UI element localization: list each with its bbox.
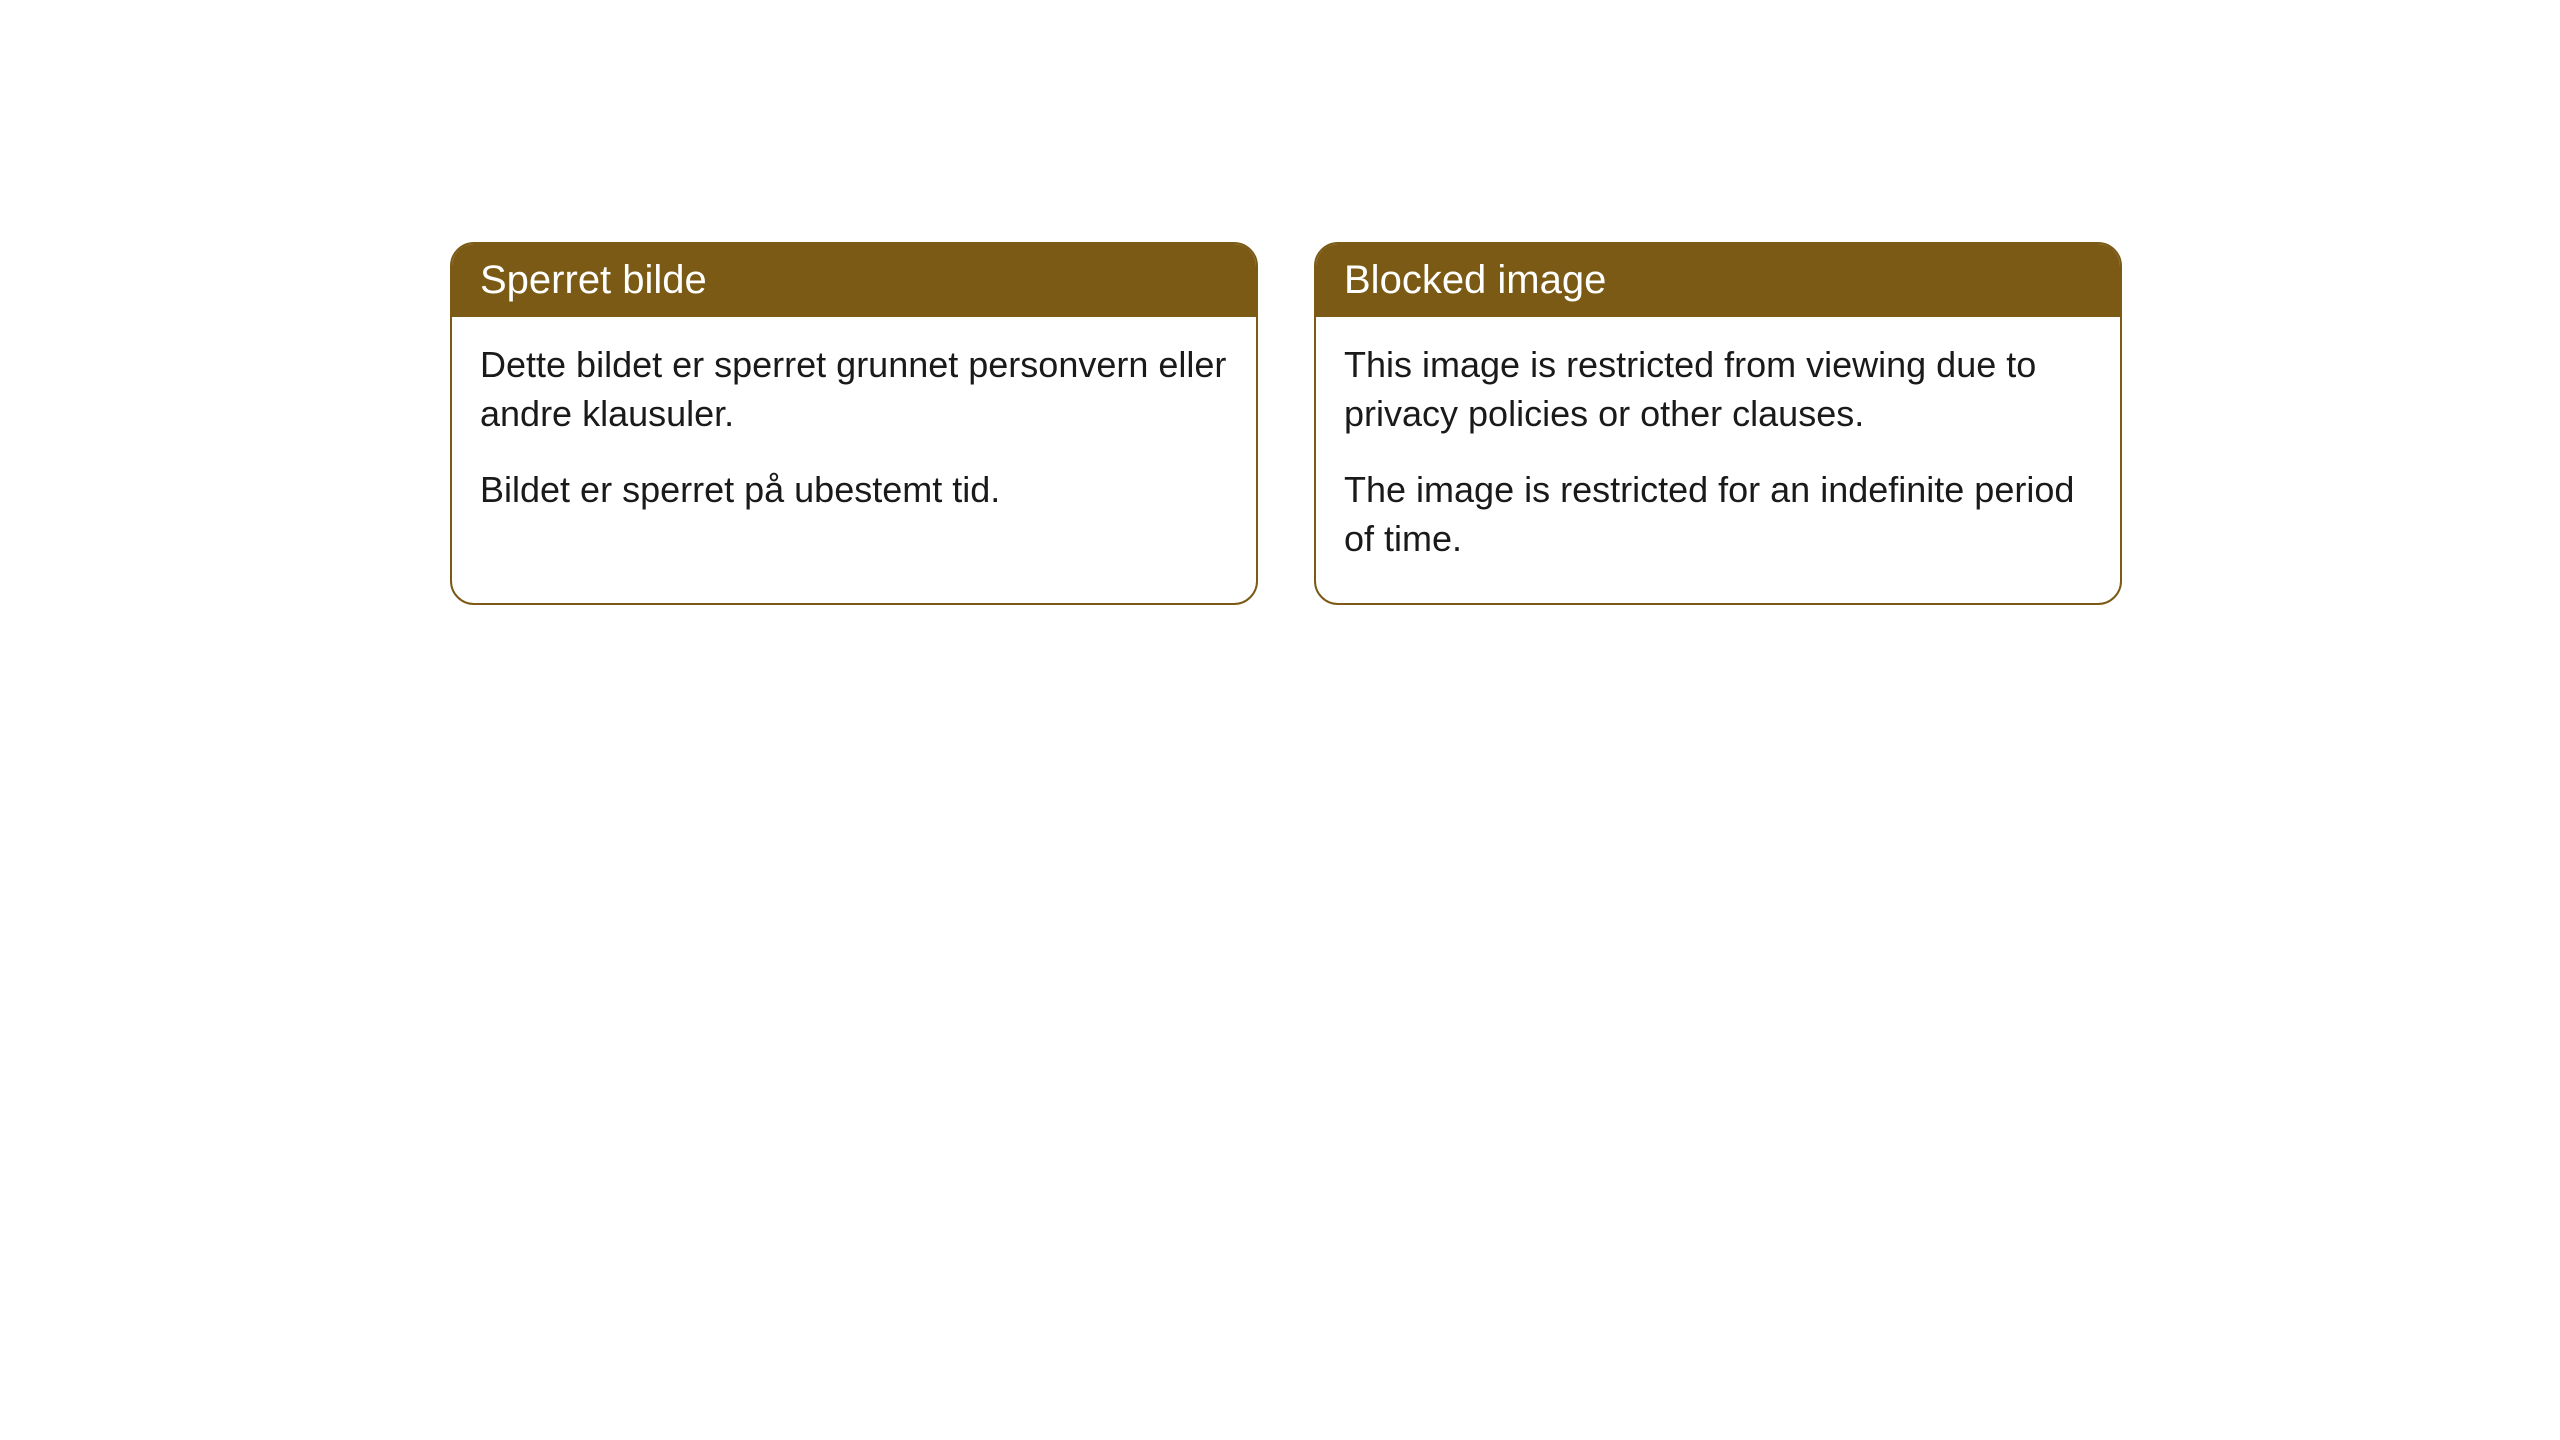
card-paragraph: The image is restricted for an indefinit… bbox=[1344, 466, 2092, 563]
card-paragraph: Bildet er sperret på ubestemt tid. bbox=[480, 466, 1228, 515]
card-paragraph: This image is restricted from viewing du… bbox=[1344, 341, 2092, 438]
blocked-image-card-norwegian: Sperret bilde Dette bildet er sperret gr… bbox=[450, 242, 1258, 605]
card-body: This image is restricted from viewing du… bbox=[1316, 317, 2120, 603]
card-paragraph: Dette bildet er sperret grunnet personve… bbox=[480, 341, 1228, 438]
notice-cards-container: Sperret bilde Dette bildet er sperret gr… bbox=[450, 242, 2122, 605]
card-body: Dette bildet er sperret grunnet personve… bbox=[452, 317, 1256, 555]
card-header: Blocked image bbox=[1316, 244, 2120, 317]
card-title: Blocked image bbox=[1344, 258, 1606, 302]
card-title: Sperret bilde bbox=[480, 258, 707, 302]
blocked-image-card-english: Blocked image This image is restricted f… bbox=[1314, 242, 2122, 605]
card-header: Sperret bilde bbox=[452, 244, 1256, 317]
